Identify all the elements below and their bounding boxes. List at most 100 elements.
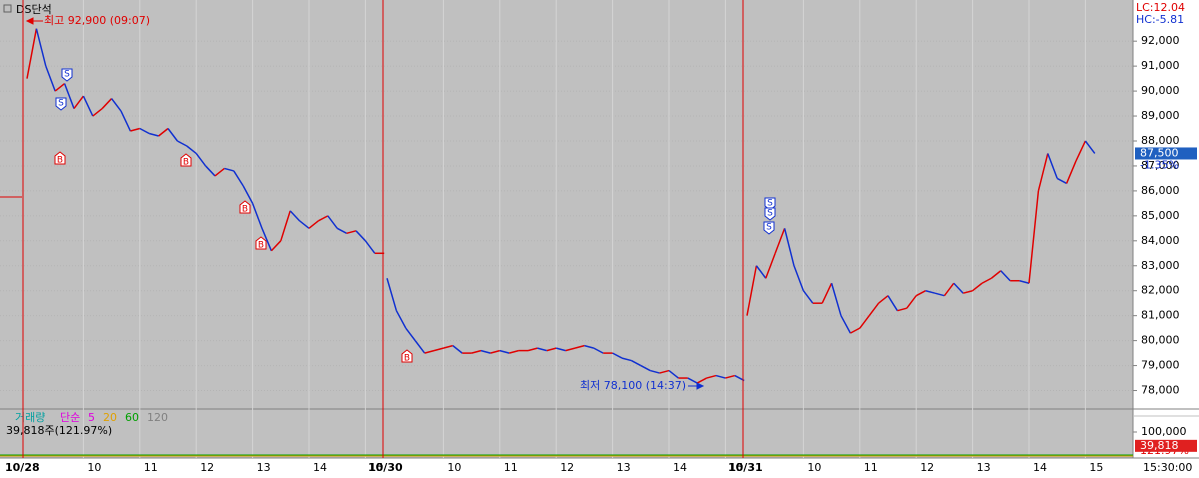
y-tick-label: 91,000 xyxy=(1141,59,1180,72)
price-segment xyxy=(120,110,132,132)
price-segment xyxy=(556,347,566,352)
low-label: 최저 78,100 (14:37) xyxy=(580,379,686,392)
price-segment xyxy=(793,265,805,291)
price-segment xyxy=(687,377,698,384)
y-tick-label: 86,000 xyxy=(1141,184,1180,197)
price-segment xyxy=(130,127,140,132)
price-segment xyxy=(755,265,767,279)
price-segment xyxy=(925,289,936,294)
price-segment xyxy=(26,28,38,79)
price-segment xyxy=(840,315,852,334)
signal-label: S xyxy=(767,209,773,219)
price-segment xyxy=(177,140,188,147)
price-segment xyxy=(659,369,670,374)
low-arrow xyxy=(688,382,705,390)
signal-label: S xyxy=(767,199,773,209)
price-segment xyxy=(251,203,263,229)
grid xyxy=(0,0,1133,458)
price-segment xyxy=(364,240,376,254)
signal-marker xyxy=(180,153,192,167)
price-segment xyxy=(186,145,197,155)
last-price-box xyxy=(1135,147,1197,160)
price-segment xyxy=(355,230,366,242)
price-segment xyxy=(336,227,347,234)
y-tick-label: 82,000 xyxy=(1141,284,1180,297)
chart-title: DS단석 xyxy=(16,3,52,16)
price-segment xyxy=(82,95,94,117)
price-segment xyxy=(242,185,254,204)
x-tick-label: 15 xyxy=(729,461,743,474)
price-segment xyxy=(433,347,444,352)
price-segment xyxy=(640,364,651,372)
signal-label: S xyxy=(58,99,64,109)
y-tick-label: 90,000 xyxy=(1141,84,1180,97)
price-segment xyxy=(765,253,776,279)
price-segment xyxy=(897,307,907,312)
price-segment xyxy=(565,347,576,352)
price-segment xyxy=(386,278,398,311)
y-tick-label: 85,000 xyxy=(1141,209,1180,222)
signal-label: S xyxy=(766,223,772,233)
price-segment xyxy=(696,377,707,384)
price-segment xyxy=(972,282,983,292)
y-tick-label: 79,000 xyxy=(1141,359,1180,372)
high-arrow xyxy=(25,17,43,25)
x-tick-label: 11 xyxy=(504,461,518,474)
volume-label: 거래량 xyxy=(15,411,45,424)
price-segment xyxy=(73,95,84,110)
price-segment xyxy=(299,220,310,229)
price-segment xyxy=(499,349,510,354)
price-segment xyxy=(452,345,463,354)
price-segment xyxy=(405,327,416,342)
price-segment xyxy=(612,352,623,359)
last-volume-label: 39,818 xyxy=(1140,439,1179,452)
volume-summary: 39,818주(121.97%) xyxy=(6,424,112,437)
y-tick-label: 78,000 xyxy=(1141,384,1180,397)
signal-marker xyxy=(55,97,67,111)
price-segment xyxy=(224,167,234,172)
signal-label: B xyxy=(242,205,248,215)
price-segment xyxy=(195,153,207,167)
change-label: -1.35% xyxy=(1140,158,1179,171)
price-segment xyxy=(233,170,244,187)
price-segment xyxy=(318,215,329,222)
price-segment xyxy=(1037,153,1049,192)
signal-marker xyxy=(54,151,66,165)
price-segment xyxy=(774,228,786,254)
ma-label: 단순 xyxy=(60,411,80,424)
price-segment xyxy=(63,83,75,109)
signal-marker xyxy=(764,207,776,221)
price-segment xyxy=(101,98,113,110)
price-segment xyxy=(92,107,103,117)
price-segment xyxy=(821,282,833,304)
price-segment xyxy=(981,277,992,284)
signal-label: S xyxy=(64,70,70,80)
signal-marker xyxy=(401,349,413,363)
signal-marker xyxy=(255,236,267,250)
price-segment xyxy=(537,347,547,352)
y-tick-label: 87,000 xyxy=(1141,159,1180,172)
price-segment xyxy=(1000,270,1011,282)
x-date-label: 10/31 xyxy=(728,461,763,474)
x-tick-label: 12 xyxy=(200,461,214,474)
price-segment xyxy=(346,230,357,235)
x-tick-label: 13 xyxy=(257,461,271,474)
price-segment xyxy=(280,210,291,242)
price-segment xyxy=(725,374,735,379)
x-tick-label: 14 xyxy=(313,461,327,474)
price-segment xyxy=(715,374,726,379)
price-segment xyxy=(327,215,338,229)
ma-period: 120 xyxy=(147,411,168,424)
ma-period: 5 xyxy=(88,411,95,424)
price-segment xyxy=(54,83,66,92)
last-volume-box xyxy=(1135,439,1197,452)
price-segment xyxy=(746,265,758,316)
price-segment xyxy=(574,344,585,349)
price-segment xyxy=(1019,280,1030,284)
time-label: 15:30:00 xyxy=(1143,461,1192,474)
price-segment xyxy=(35,28,47,67)
price-segment xyxy=(668,369,679,379)
price-segment xyxy=(830,283,842,316)
x-tick-label: 14 xyxy=(1033,461,1047,474)
price-segment xyxy=(111,98,122,112)
